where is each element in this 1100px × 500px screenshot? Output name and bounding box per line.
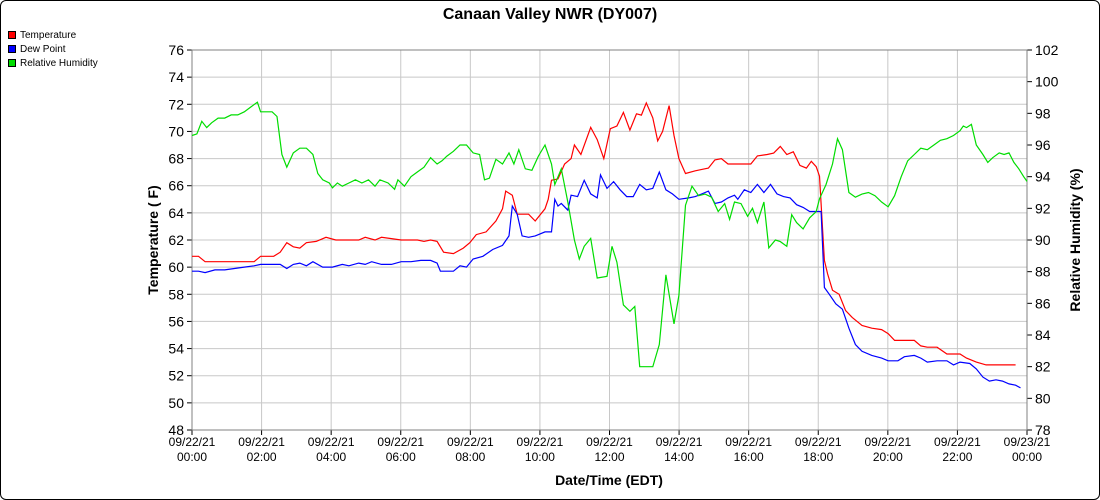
y-tick-label-left: 54 bbox=[168, 341, 184, 357]
y-tick-label-right: 102 bbox=[1035, 42, 1059, 58]
y-tick-label-left: 48 bbox=[168, 422, 184, 438]
y-tick-label-left: 58 bbox=[168, 286, 184, 302]
y-tick-label-right: 96 bbox=[1035, 137, 1051, 153]
series-line-temperature bbox=[192, 101, 1016, 366]
legend: Temperature Dew Point Relative Humidity bbox=[8, 28, 98, 70]
y-tick-label-left: 66 bbox=[168, 178, 184, 194]
y-tick-label-right: 94 bbox=[1035, 169, 1051, 185]
series-layer bbox=[191, 101, 1028, 389]
grid bbox=[191, 49, 1028, 431]
y-tick-label-left: 72 bbox=[168, 96, 184, 112]
y-tick-label-right: 100 bbox=[1035, 74, 1059, 90]
y-tick-label-left: 64 bbox=[168, 205, 184, 221]
legend-swatch-temperature bbox=[8, 31, 16, 39]
x-tick-label-date: 09/22/21 bbox=[934, 435, 981, 449]
x-tick-label-date: 09/22/21 bbox=[377, 435, 424, 449]
x-tick-label-date: 09/23/21 bbox=[1004, 435, 1051, 449]
x-tick-label-time: 10:00 bbox=[525, 450, 555, 464]
axes: 48 50 52 54 56 58 60 62 64 66 68 70 72 74 76 78 80 82 84 86… bbox=[168, 42, 1058, 464]
x-tick-label-time: 02:00 bbox=[247, 450, 277, 464]
y-tick-label-left: 50 bbox=[168, 395, 184, 411]
x-tick-label-time: 22:00 bbox=[942, 450, 972, 464]
x-tick-label-date: 09/22/21 bbox=[795, 435, 842, 449]
x-tick-label-date: 09/22/21 bbox=[308, 435, 355, 449]
legend-item-dew-point: Dew Point bbox=[8, 42, 98, 56]
y-tick-label-right: 84 bbox=[1035, 327, 1051, 343]
legend-item-relative-humidity: Relative Humidity bbox=[8, 56, 98, 70]
y-tick-label-left: 74 bbox=[168, 69, 184, 85]
x-tick-label-time: 06:00 bbox=[386, 450, 416, 464]
series-line-dew-point bbox=[192, 170, 1021, 389]
y-tick-label-left: 62 bbox=[168, 232, 184, 248]
x-tick-label-date: 09/22/21 bbox=[169, 435, 216, 449]
y-tick-label-left: 70 bbox=[168, 123, 184, 139]
x-tick-label-date: 09/22/21 bbox=[517, 435, 564, 449]
y-tick-label-right: 98 bbox=[1035, 105, 1051, 121]
y-tick-label-left: 68 bbox=[168, 151, 184, 167]
chart-title: Canaan Valley NWR (DY007) bbox=[443, 6, 657, 23]
x-tick-label-time: 00:00 bbox=[177, 450, 207, 464]
x-tick-label-date: 09/22/21 bbox=[238, 435, 285, 449]
y-tick-label-left: 76 bbox=[168, 42, 184, 58]
legend-label-dew-point: Dew Point bbox=[20, 43, 66, 55]
series-line-relative-humidity bbox=[191, 101, 1028, 368]
x-tick-label-date: 09/22/21 bbox=[656, 435, 703, 449]
x-tick-label-time: 04:00 bbox=[316, 450, 346, 464]
x-tick-label-date: 09/22/21 bbox=[864, 435, 911, 449]
x-tick-label-date: 09/22/21 bbox=[586, 435, 633, 449]
y-tick-label-left: 60 bbox=[168, 259, 184, 275]
plot-area-border bbox=[191, 49, 1028, 431]
x-tick-label-time: 18:00 bbox=[803, 450, 833, 464]
x-tick-label-time: 20:00 bbox=[873, 450, 903, 464]
x-tick-label-time: 08:00 bbox=[455, 450, 485, 464]
y-tick-label-right: 92 bbox=[1035, 200, 1051, 216]
legend-label-relative-humidity: Relative Humidity bbox=[20, 57, 98, 69]
x-tick-label-time: 16:00 bbox=[734, 450, 764, 464]
x-tick-label-date: 09/22/21 bbox=[447, 435, 494, 449]
legend-swatch-relative-humidity bbox=[8, 59, 16, 67]
x-axis-label: Date/Time (EDT) bbox=[555, 472, 663, 488]
y-tick-label-right: 78 bbox=[1035, 422, 1051, 438]
y-tick-label-right: 90 bbox=[1035, 232, 1051, 248]
y-tick-label-right: 82 bbox=[1035, 359, 1051, 375]
y-tick-label-left: 56 bbox=[168, 313, 184, 329]
x-tick-label-time: 14:00 bbox=[664, 450, 694, 464]
legend-item-temperature: Temperature bbox=[8, 28, 98, 42]
y-tick-label-right: 80 bbox=[1035, 390, 1051, 406]
y-axis-label-right: Relative Humidity (%) bbox=[1067, 168, 1083, 311]
y-tick-label-left: 52 bbox=[168, 368, 184, 384]
x-tick-label-time: 12:00 bbox=[594, 450, 624, 464]
y-tick-label-right: 86 bbox=[1035, 295, 1051, 311]
legend-swatch-dew-point bbox=[8, 45, 16, 53]
x-tick-label-time: 00:00 bbox=[1012, 450, 1042, 464]
legend-label-temperature: Temperature bbox=[20, 29, 77, 41]
x-tick-label-date: 09/22/21 bbox=[725, 435, 772, 449]
y-axis-label-left: Temperature ( F) bbox=[145, 185, 161, 294]
y-tick-label-right: 88 bbox=[1035, 264, 1051, 280]
